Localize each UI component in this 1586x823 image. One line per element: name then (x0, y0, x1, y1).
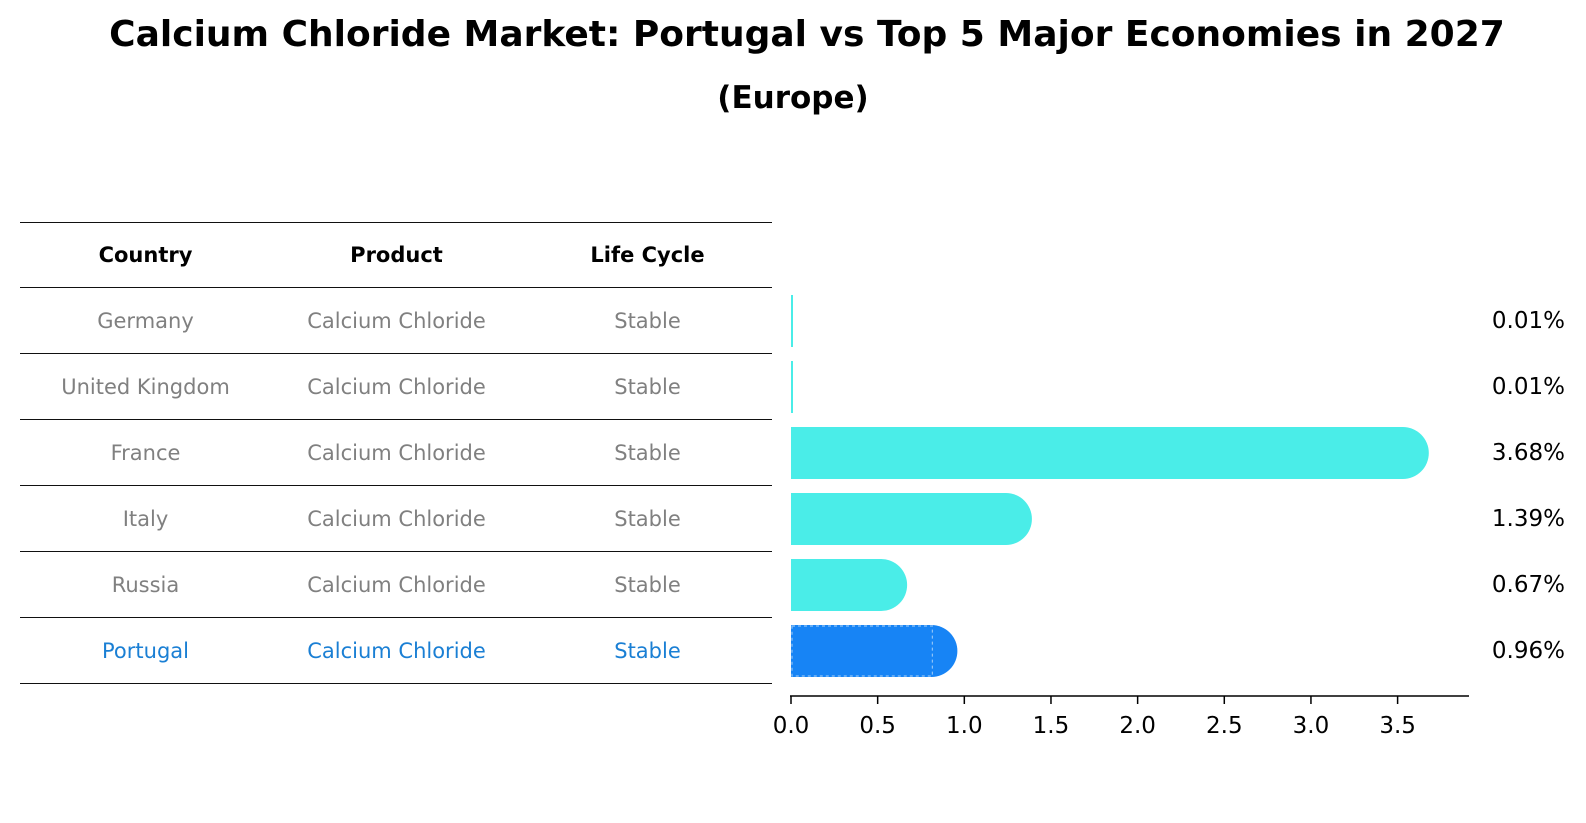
cell-life-cycle: Stable (614, 440, 681, 465)
cell-life-cycle: Stable (614, 374, 681, 399)
cell-product: Calcium Chloride (307, 572, 486, 597)
bar (791, 295, 793, 347)
cell-product: Calcium Chloride (307, 638, 486, 663)
table-row: Germany Calcium Chloride Stable (20, 288, 772, 354)
bar-value-label: 1.39% (1492, 506, 1565, 532)
bar-value-label: 0.67% (1492, 572, 1565, 598)
x-tick-label: 2.5 (1206, 713, 1243, 739)
x-tick-label: 0.5 (859, 713, 896, 739)
table-row: France Calcium Chloride Stable (20, 420, 772, 486)
bar (791, 559, 908, 611)
x-tick-label: 3.5 (1379, 713, 1416, 739)
table-row: United Kingdom Calcium Chloride Stable (20, 354, 772, 420)
cell-life-cycle: Stable (614, 572, 681, 597)
header-product: Product (350, 243, 443, 267)
market-table: Country Product Life Cycle Germany Calci… (20, 222, 772, 684)
table-row: Russia Calcium Chloride Stable (20, 552, 772, 618)
x-tick-label: 1.5 (1033, 713, 1070, 739)
x-tick-label: 0.0 (773, 713, 810, 739)
cell-country: Italy (122, 506, 169, 531)
table-header-row: Country Product Life Cycle (20, 222, 772, 288)
bar-value-label: 0.96% (1492, 638, 1565, 664)
cell-product: Calcium Chloride (307, 308, 486, 333)
table-row: Italy Calcium Chloride Stable (20, 486, 772, 552)
cell-country: United Kingdom (61, 374, 230, 399)
bar (791, 361, 793, 413)
cell-product: Calcium Chloride (307, 506, 486, 531)
cell-life-cycle: Stable (614, 308, 681, 333)
cell-country: Russia (111, 572, 180, 597)
cell-country: France (110, 440, 181, 465)
header-country: Country (98, 243, 193, 267)
cell-life-cycle: Stable (614, 638, 681, 663)
bar (791, 625, 958, 677)
bar-value-label: 3.68% (1492, 440, 1565, 466)
bar-value-label: 0.01% (1492, 374, 1565, 400)
chart-subtitle: (Europe) (717, 80, 869, 116)
header-life-cycle: Life Cycle (590, 243, 705, 267)
bar (791, 427, 1429, 479)
cell-country: Germany (97, 308, 194, 333)
cell-product: Calcium Chloride (307, 440, 486, 465)
x-tick-label: 1.0 (946, 713, 983, 739)
x-tick-label: 3.0 (1293, 713, 1330, 739)
x-tick-label: 2.0 (1119, 713, 1156, 739)
chart-title: Calcium Chloride Market: Portugal vs Top… (109, 14, 1505, 55)
cell-product: Calcium Chloride (307, 374, 486, 399)
bar-value-label: 0.01% (1492, 308, 1565, 334)
cell-country: Portugal (102, 638, 189, 663)
bar (791, 493, 1032, 545)
cell-life-cycle: Stable (614, 506, 681, 531)
table-row-highlighted: Portugal Calcium Chloride Stable (20, 618, 772, 684)
bar-highlight-outline (791, 625, 933, 677)
